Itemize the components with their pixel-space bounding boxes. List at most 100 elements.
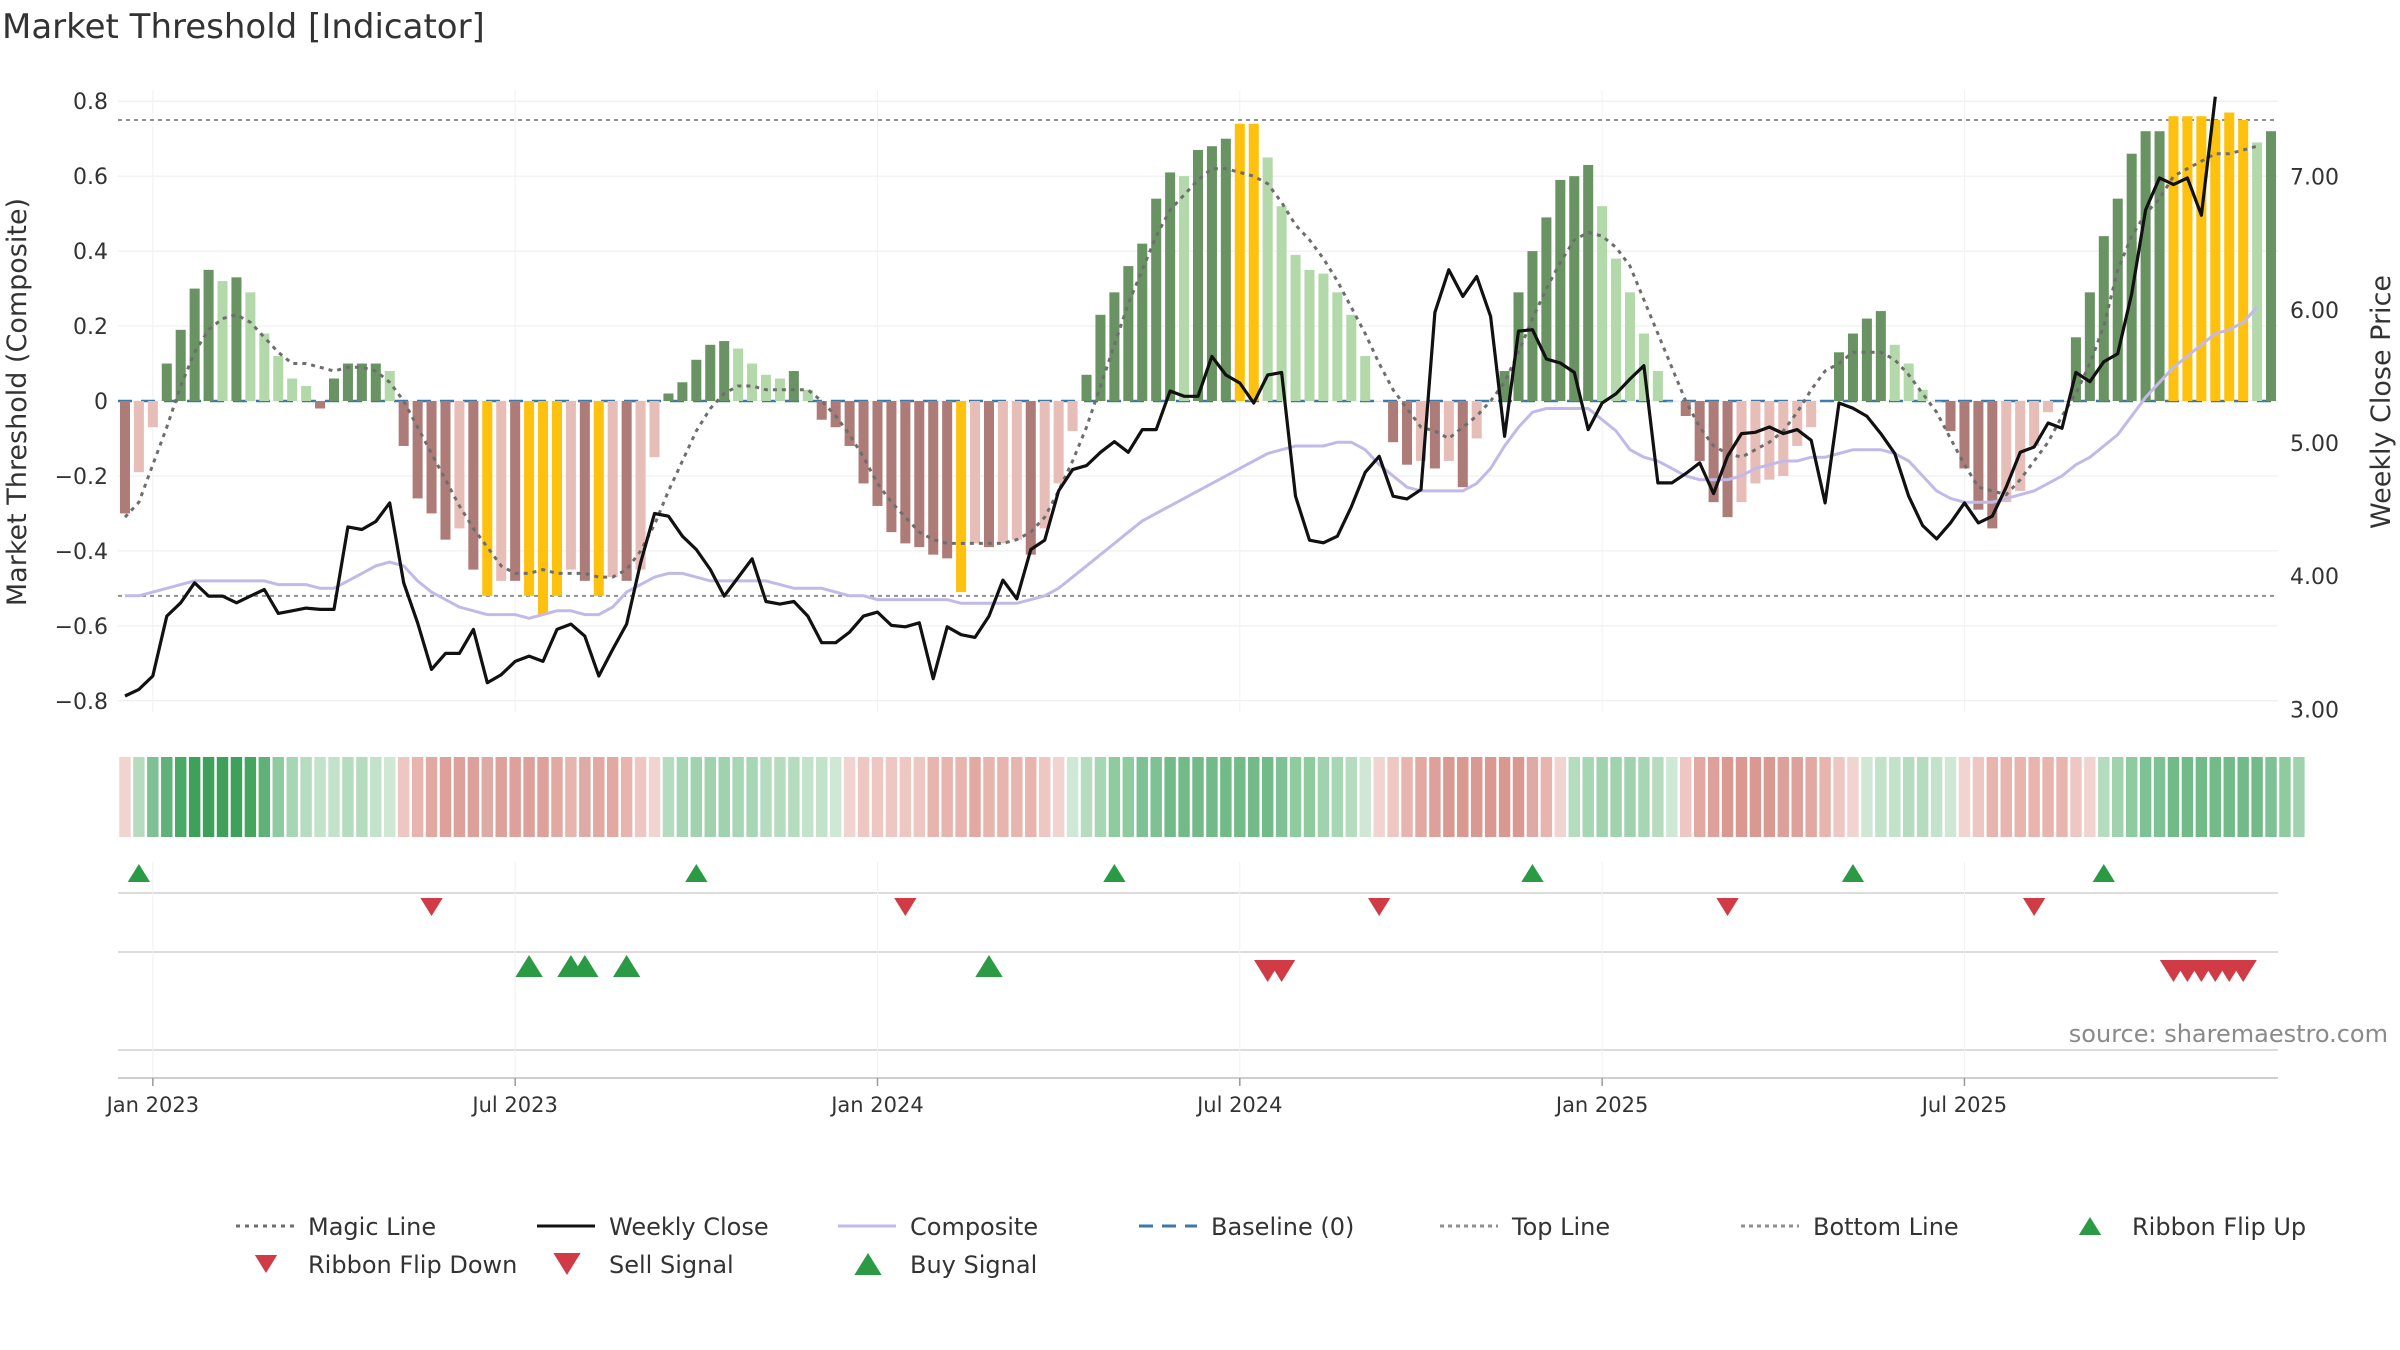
histogram-bar — [1457, 401, 1468, 488]
source-label: source: sharemaestro.com — [2069, 1020, 2388, 1048]
triangle-down-icon — [254, 1255, 278, 1273]
date-tick-label: Jul 2025 — [1920, 1093, 2007, 1117]
ribbon-cell — [523, 757, 535, 837]
ribbon-cell — [551, 757, 563, 837]
histogram-bar — [1067, 401, 1078, 431]
ribbon-cell — [1038, 757, 1051, 837]
histogram-bar — [496, 401, 507, 581]
ribbon-cell — [1902, 757, 1915, 837]
histogram-bar — [1597, 206, 1608, 401]
histogram-bar — [1889, 344, 1900, 401]
y-tick-label: 0.2 — [73, 315, 108, 340]
histogram-bar — [2015, 401, 2026, 491]
ribbon-cell — [1387, 757, 1399, 837]
histogram-bar — [245, 292, 256, 401]
histogram-bar — [1332, 292, 1343, 401]
y2-tick-label: 7.00 — [2290, 166, 2339, 191]
histogram-bar — [1917, 389, 1928, 401]
ribbon-cell — [2265, 757, 2277, 837]
histogram-bar — [2210, 119, 2221, 402]
histogram-bar — [1165, 172, 1176, 401]
histogram-bar — [1569, 176, 1580, 401]
ribbon-cell — [1610, 757, 1622, 837]
histogram-bar — [1039, 401, 1050, 529]
ribbon-cell — [2181, 757, 2194, 837]
date-tick-label: Jan 2025 — [1554, 1093, 1649, 1117]
ribbon-cell — [2084, 757, 2096, 837]
histogram-bar — [1360, 356, 1371, 401]
legend-item: Ribbon Flip Down — [254, 1251, 517, 1279]
histogram-bar — [356, 363, 367, 401]
ribbon-cell — [2251, 757, 2263, 837]
ribbon-cell — [272, 757, 284, 837]
histogram-bar — [203, 269, 214, 401]
ribbon-cell — [1457, 757, 1469, 837]
ribbon-cell — [857, 757, 870, 837]
histogram-bar — [830, 401, 841, 428]
ribbon-cell — [1206, 757, 1218, 837]
ribbon-cell — [2237, 757, 2249, 837]
ribbon-cell — [2125, 757, 2138, 837]
histogram-bar — [1415, 401, 1426, 461]
ribbon-cell — [927, 757, 939, 837]
ribbon-cell — [662, 757, 675, 837]
ribbon-flip-up-marker — [685, 864, 708, 882]
ribbon-cell — [1680, 757, 1692, 837]
legend-label: Magic Line — [308, 1213, 436, 1241]
ribbon-cell — [1443, 757, 1455, 837]
ribbon-cell — [2293, 757, 2305, 837]
histogram-bar — [1527, 251, 1538, 401]
ribbon-cell — [161, 757, 173, 837]
histogram-bar — [1875, 311, 1886, 401]
ribbon-cell — [439, 757, 452, 837]
ribbon-cell — [1624, 757, 1636, 837]
y-tick-label: −0.8 — [55, 690, 108, 715]
histogram-bar — [1736, 401, 1747, 503]
histogram-bar — [315, 401, 326, 409]
histogram-bar — [691, 359, 702, 401]
buy-signal-marker — [975, 955, 1003, 977]
histogram-bar — [1471, 401, 1482, 439]
ribbon-cell — [1261, 757, 1274, 837]
histogram-bar — [1750, 401, 1761, 484]
histogram-bar — [440, 401, 451, 540]
histogram-bar — [1513, 292, 1524, 401]
ribbon-cell — [760, 757, 772, 837]
ribbon-cell — [1178, 757, 1190, 837]
histogram-bar — [1987, 401, 1998, 529]
ribbon-cell — [634, 757, 647, 837]
triangle-up-icon — [2078, 1217, 2102, 1235]
ribbon-flip-up-marker — [1103, 864, 1126, 882]
histogram-bar — [482, 401, 493, 596]
histogram-bar — [398, 401, 409, 446]
histogram-bar — [1304, 269, 1315, 401]
ribbon-cell — [1275, 757, 1288, 837]
histogram-bar — [175, 329, 186, 401]
histogram-bar — [970, 401, 981, 544]
ribbon-cell — [467, 757, 480, 837]
histogram-bar — [956, 401, 967, 593]
ribbon-cell — [1833, 757, 1845, 837]
legend-item: Buy Signal — [854, 1251, 1037, 1279]
histogram-bar — [844, 401, 855, 446]
legend-label: Bottom Line — [1813, 1213, 1959, 1241]
histogram-bar — [1025, 401, 1036, 555]
histogram-bar — [1666, 401, 1677, 402]
histogram-bar — [1248, 123, 1259, 401]
legend-label: Top Line — [1511, 1213, 1610, 1241]
histogram-bar — [565, 401, 576, 570]
date-tick-label: Jul 2024 — [1195, 1093, 1282, 1117]
ribbon-cell — [2098, 757, 2110, 837]
ribbon-cell — [983, 757, 995, 837]
ribbon-cell — [147, 757, 159, 837]
triangle-down-icon — [553, 1253, 581, 1275]
ribbon-cell — [676, 757, 689, 837]
histogram-bar — [370, 363, 381, 401]
histogram-bar — [2238, 119, 2249, 402]
series-lines — [123, 96, 2259, 698]
ribbon-cell — [1345, 757, 1358, 837]
ribbon-cell — [1429, 757, 1441, 837]
histogram-bar — [1374, 401, 1385, 402]
ribbon-cell — [1512, 757, 1525, 837]
ribbon-cell — [1484, 757, 1497, 837]
